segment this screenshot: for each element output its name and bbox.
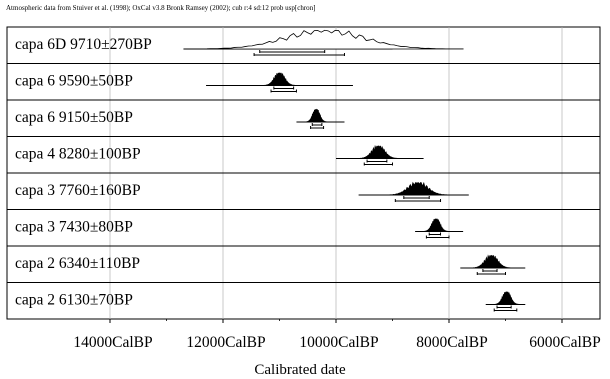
sample-row: capa 6D 9710±270BP <box>15 29 464 56</box>
sample-row: capa 2 6340±110BP <box>7 245 600 275</box>
x-tick-label: 8000CalBP <box>416 334 487 351</box>
sample-row: capa 2 6130±70BP <box>7 282 600 312</box>
sample-label: capa 6 9590±50BP <box>15 73 133 90</box>
x-tick-label: 12000CalBP <box>186 334 265 351</box>
sample-row: capa 3 7760±160BP <box>7 172 600 202</box>
sample-label: capa 6 9150±50BP <box>15 109 133 126</box>
x-axis-label: Calibrated date <box>254 362 346 378</box>
sample-row: capa 3 7430±80BP <box>7 209 600 239</box>
probability-distribution <box>469 254 514 269</box>
sample-row: capa 4 8280±100BP <box>7 136 600 166</box>
x-tick-label: 14000CalBP <box>73 334 152 351</box>
sample-label: capa 3 7430±80BP <box>15 219 133 236</box>
sample-rows: capa 6D 9710±270BP capa 6 9590±50BP capa 6… <box>7 29 600 312</box>
probability-distribution <box>261 72 298 86</box>
sample-label: capa 2 6340±110BP <box>15 255 140 272</box>
x-tick-label: 10000CalBP <box>299 334 378 351</box>
sample-label: capa 4 8280±100BP <box>15 146 141 163</box>
probability-distribution <box>421 218 451 232</box>
sample-label: capa 2 6130±70BP <box>15 292 133 309</box>
x-axis-ticks: 14000CalBP 12000CalBP 10000CalBP 8000CalBP 6… <box>73 319 601 351</box>
sample-row: capa 6 9590±50BP <box>7 63 600 93</box>
sample-row: capa 6 9150±50BP <box>7 99 600 129</box>
probability-distribution <box>185 29 464 50</box>
sample-label: capa 3 7760±160BP <box>15 182 141 199</box>
probability-distribution <box>356 144 401 159</box>
probability-distribution <box>383 181 452 196</box>
x-tick-label: 6000CalBP <box>529 334 600 351</box>
sample-label: capa 6D 9710±270BP <box>15 36 152 53</box>
probability-distribution <box>303 108 329 123</box>
probability-distribution <box>492 291 521 305</box>
chart-header-note: Atmospheric data from Stuiver et al. (19… <box>6 4 316 12</box>
